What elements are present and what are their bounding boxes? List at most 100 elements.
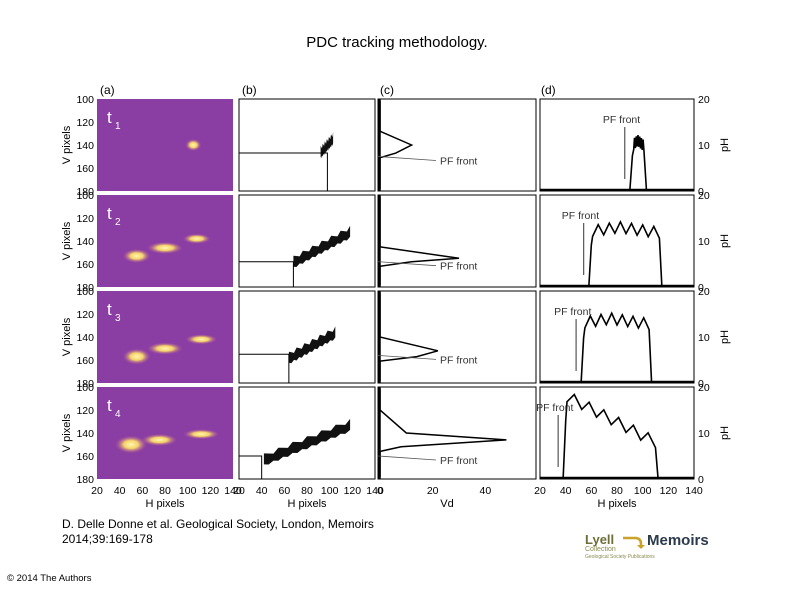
pf-front-pointer <box>377 455 437 461</box>
ph-axis-label: pH <box>719 234 731 248</box>
vd-panel <box>377 290 537 384</box>
pf-front-pointer <box>377 156 437 161</box>
v-tick-label: 120 <box>76 405 94 417</box>
time-label: t <box>107 396 112 415</box>
v-tick-label: 120 <box>76 213 94 225</box>
h-tick-label-a: 140 <box>224 485 242 497</box>
pf-front-label-c: PF front <box>440 455 477 467</box>
vd-profile-line <box>379 197 460 285</box>
v-tick-label: 100 <box>76 94 94 106</box>
time-subscript: 4 <box>115 409 121 420</box>
time-label: t <box>107 300 112 319</box>
h-axis-label-b: H pixels <box>287 498 327 510</box>
figure-title: PDC tracking methodology. <box>306 34 488 51</box>
pf-front-label-c: PF front <box>440 261 477 273</box>
vd-tick-label: 20 <box>427 485 439 497</box>
ph-profile-line <box>562 393 659 480</box>
h-tick-label-b: 120 <box>344 485 362 497</box>
ph-tick-label: 0 <box>698 282 704 294</box>
panel-label-d: (d) <box>541 83 556 97</box>
v-axis-label: V pixels <box>61 413 73 452</box>
v-tick-label: 100 <box>76 382 94 394</box>
pf-front-pointer <box>377 261 437 267</box>
plume-glow <box>147 241 183 254</box>
logo-collection: Collection <box>585 546 616 553</box>
v-axis-label: V pixels <box>61 317 73 356</box>
lyell-memoirs-logo: Lyell Collection Geological Society Publ… <box>585 528 715 564</box>
ph-tick-label: 10 <box>698 140 710 152</box>
vd-panel <box>377 98 537 192</box>
h-tick-label-a: 40 <box>114 485 126 497</box>
logo-tagline: Geological Society Publications <box>585 554 655 560</box>
v-tick-label: 180 <box>76 282 94 294</box>
h-tick-label-d: 120 <box>660 485 678 497</box>
plume-glow <box>185 139 202 151</box>
front-panel <box>238 194 376 288</box>
plume-glow <box>182 233 211 244</box>
plume-glow <box>183 429 220 440</box>
thermal-image <box>97 195 233 287</box>
h-tick-label-b: 60 <box>278 485 290 497</box>
v-tick-label: 180 <box>76 474 94 486</box>
pf-front-label-c: PF front <box>440 156 477 168</box>
v-tick-label: 160 <box>76 259 94 271</box>
vd-tick-label: 40 <box>479 485 491 497</box>
h-tick-label-a: 100 <box>179 485 197 497</box>
vd-profile-line <box>379 101 414 189</box>
vd-panel <box>377 194 537 288</box>
h-tick-label-a: 60 <box>136 485 148 497</box>
time-subscript: 3 <box>115 313 121 324</box>
ph-tick-label: 0 <box>698 186 704 198</box>
logo-arrow-icon <box>623 536 645 549</box>
v-tick-label: 180 <box>76 186 94 198</box>
v-axis-label: V pixels <box>61 125 73 164</box>
front-panel <box>238 290 376 384</box>
ph-tick-label: 20 <box>698 382 710 394</box>
ph-tick-label: 0 <box>698 378 704 390</box>
plume-glow <box>141 433 178 446</box>
time-subscript: 1 <box>115 121 121 132</box>
ph-tick-label: 10 <box>698 236 710 248</box>
v-axis-label: V pixels <box>61 221 73 260</box>
citation-line-1: D. Delle Donne et al. Geological Society… <box>62 517 374 531</box>
h-tick-label-b: 80 <box>301 485 313 497</box>
v-tick-label: 100 <box>76 190 94 202</box>
vd-axis-label: Vd <box>440 498 453 510</box>
front-marker <box>239 261 294 287</box>
ph-tick-label: 20 <box>698 94 710 106</box>
panel-label-c: (c) <box>380 83 394 97</box>
thermal-image <box>97 99 233 191</box>
pf-front-label-d: PF front <box>536 402 573 414</box>
plume-glow <box>185 334 218 345</box>
plume-glow <box>147 342 183 355</box>
ph-profile-line <box>588 219 663 288</box>
v-tick-label: 140 <box>76 332 94 344</box>
h-tick-label-d: 60 <box>585 485 597 497</box>
h-axis-label-a: H pixels <box>145 498 185 510</box>
h-tick-label-b: 100 <box>321 485 339 497</box>
v-tick-label: 140 <box>76 236 94 248</box>
ph-axis-label: pH <box>719 426 731 440</box>
h-tick-label-a: 120 <box>202 485 220 497</box>
v-tick-label: 120 <box>76 309 94 321</box>
logo-lyell: Lyell <box>585 532 615 547</box>
plume-glow <box>122 348 151 365</box>
h-tick-label-d: 100 <box>634 485 652 497</box>
pf-front-pointer <box>377 355 437 360</box>
ph-tick-label: 20 <box>698 190 710 202</box>
h-tick-label-b: 40 <box>256 485 268 497</box>
h-tick-label-d: 20 <box>534 485 546 497</box>
v-tick-label: 160 <box>76 355 94 367</box>
ph-panel <box>539 98 695 192</box>
h-tick-label-d: 140 <box>685 485 703 497</box>
h-tick-label-d: 40 <box>560 485 572 497</box>
pf-front-label-d: PF front <box>562 210 599 222</box>
ph-tick-label: 20 <box>698 286 710 298</box>
pf-front-label-d: PF front <box>603 114 640 126</box>
pf-front-label-d: PF front <box>554 306 591 318</box>
time-subscript: 2 <box>115 217 121 228</box>
v-tick-label: 100 <box>76 286 94 298</box>
v-tick-label: 140 <box>76 428 94 440</box>
time-label: t <box>107 108 112 127</box>
tracked-plume <box>293 225 351 267</box>
